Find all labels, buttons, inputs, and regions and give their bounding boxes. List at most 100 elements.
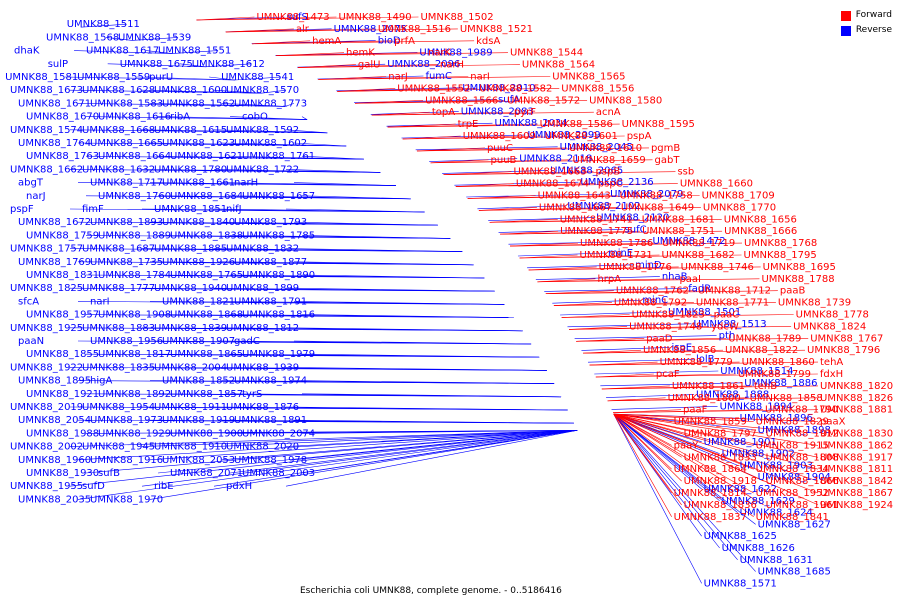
forward-gene-label: paaX [820,417,846,428]
forward-gene-label: UMNK88_1961 [766,500,839,511]
reverse-gene-label: UMNK88_1541 [221,72,294,83]
reverse-gene-label: UMNK88_1903 [740,460,813,471]
reverse-gene-label: UMNK88_1907 [162,336,235,347]
reverse-leader [293,261,474,266]
reverse-gene-label: UMNK88_1883 [82,323,155,334]
reverse-gene-label: sulP [48,59,68,70]
reverse-leader [157,116,308,120]
forward-leader [613,413,819,434]
reverse-leader [613,413,720,549]
reverse-leader [141,430,578,487]
forward-leader [355,100,588,104]
reverse-leader [221,182,396,186]
reverse-gene-label: minC [642,295,668,306]
reverse-gene-label: UMNK88_1764 [18,138,91,149]
forward-gene-label: UMNK88_1833 [684,452,757,463]
forward-gene-label: UMNK88_1915 [756,440,829,451]
reverse-leader [285,287,495,292]
forward-gene-label: UMNK88_1912 [766,429,839,440]
reverse-gene-label: UMNK88_1895 [18,376,91,387]
reverse-gene-label: UMNK88_1777 [82,283,155,294]
forward-leader [196,16,419,21]
reverse-gene-label: UMNK88_1629 [722,496,795,507]
reverse-gene-label: UMNK88_1898 [758,425,831,436]
reverse-leader [301,430,578,434]
reverse-leader [141,89,262,94]
reverse-gene-label: UMNK88_2035 [18,494,91,505]
reverse-leader [535,276,660,280]
forward-gene-label: UMNK88_1586 [540,119,613,130]
forward-gene-label: UMNK88_1770 [703,202,776,213]
forward-gene-label: UMNK88_1788 [761,274,834,285]
forward-gene-label: UMNK88_1778 [796,310,869,321]
reverse-leader [80,23,127,28]
reverse-gene-label: UMNK88_1825 [10,283,83,294]
reverse-gene-label: UMNK88_2118 [519,154,592,165]
forward-leader [595,373,818,378]
forward-leader [613,413,819,422]
reverse-gene-label: fimF [82,204,104,215]
reverse-gene-label: UMNK88_1615 [154,125,227,136]
reverse-gene-label: abgT [18,178,44,189]
reverse-leader [74,50,173,54]
reverse-gene-label: pth [719,331,736,342]
reverse-leader [552,299,641,304]
reverse-gene-label: sfcA [18,296,39,307]
leader-lines [65,16,819,584]
forward-gene-label: ydcW [711,321,739,332]
reverse-leader [293,380,555,384]
reverse-gene-label: UMNK88_2074 [242,428,315,439]
forward-gene-label: UMNK88_1768 [744,238,817,249]
reverse-gene-label: narI [90,296,110,307]
reverse-gene-label: UMNK88_1838 [170,230,243,241]
reverse-gene-label: UMNK88_2079 [610,189,683,200]
reverse-gene-label: UMNK88_1472 [652,236,725,247]
forward-gene-label: UMNK88_1867 [820,488,893,499]
reverse-gene-label: sufS [286,12,307,23]
forward-leader [225,28,458,33]
forward-leader [553,302,776,306]
reverse-leader [285,430,578,487]
reverse-leader [301,116,308,120]
forward-gene-label: UMNK88_1473 [256,12,329,23]
forward-gene-label: UMNK88_1795 [744,250,817,261]
forward-gene-label: alr [296,24,310,35]
reverse-gene-label: UMNK88_1910 [154,442,227,453]
forward-gene-label: UMNK88_1918 [684,476,757,487]
reverse-gene-label: UMNK88_1896 [740,413,813,424]
forward-gene-label: UMNK88_1666 [724,226,797,237]
reverse-gene-label: UMNK88_1602 [234,138,307,149]
reverse-gene-label: nifJ [226,204,242,215]
forward-leader [613,413,682,506]
forward-gene-label: UMNK88_1862 [820,440,893,451]
forward-gene-label: UMNK88_1709 [702,191,775,202]
reverse-gene-label: UMNK88_1885 [154,244,227,255]
reverse-gene-label: UMNK88_2096 [387,59,460,70]
forward-leader [500,230,723,235]
forward-leader [613,413,764,434]
reverse-gene-label: UMNK88_1889 [98,230,171,241]
forward-gene-label: UMNK88_1758 [620,191,693,202]
reverse-gene-label: UMNK88_1627 [758,519,831,530]
forward-leader [252,40,475,45]
forward-gene-label: UMNK88_1544 [510,48,583,59]
reverse-leader [65,76,236,81]
reverse-gene-label: nhaB [662,272,688,283]
reverse-gene-label: ispE [671,342,692,353]
reverse-leader [588,358,695,363]
reverse-gene-label: UMNK88_1685 [758,567,831,578]
forward-gene-label: UMNK88_1748 [629,321,702,332]
forward-gene-label: paaB [780,286,806,297]
forward-leader [601,385,819,390]
reverse-leader [229,116,308,120]
forward-gene-label: UMNK88_1751 [642,226,715,237]
forward-gene-label: UMNK88_1859 [674,417,747,428]
reverse-leader [285,208,425,213]
forward-leader [430,159,653,164]
forward-gene-label: UMNK88_1837 [674,512,747,523]
forward-gene-label: UMNK88_1864 [674,464,747,475]
reverse-gene-label: UMNK88_1687 [82,244,155,255]
reverse-gene-label: sufD [82,481,105,492]
forward-gene-label: UMNK88_1502 [420,12,493,23]
forward-gene-label: UMNK88_1739 [778,298,851,309]
